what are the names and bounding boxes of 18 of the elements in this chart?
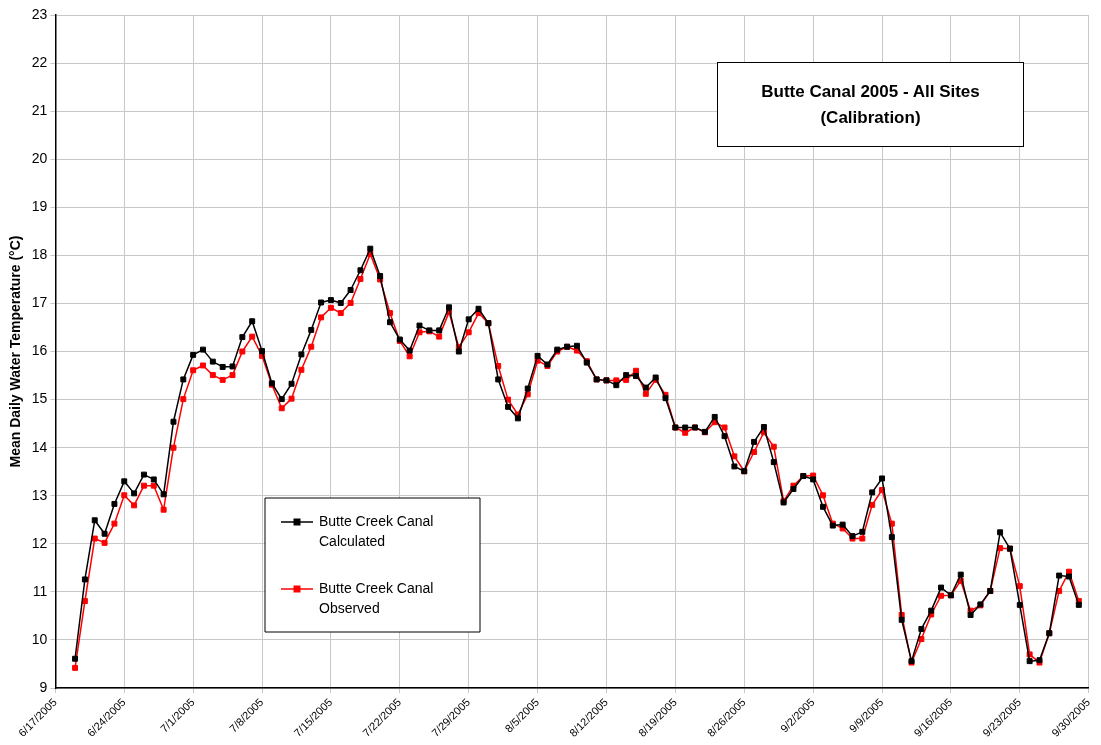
y-tick-label: 23 — [31, 5, 48, 22]
y-tick-label: 21 — [31, 102, 48, 119]
y-tick-label: 11 — [32, 582, 48, 599]
legend-label: Butte Creek Canal Observed — [319, 579, 434, 616]
y-tick-label: 14 — [31, 438, 48, 455]
y-tick-label: 18 — [31, 246, 48, 263]
y-tick-label: 10 — [31, 630, 48, 647]
legend-label: Butte Creek Canal Calculated — [319, 512, 434, 549]
y-axis-title: Mean Daily Water Temperature (°C) — [7, 235, 24, 468]
y-tick-label: 17 — [31, 294, 48, 311]
y-tick-label: 19 — [31, 198, 48, 215]
y-tick-label: 15 — [31, 390, 48, 407]
y-tick-label: 9 — [39, 678, 48, 695]
y-tick-label: 20 — [31, 150, 48, 167]
y-tick-label: 22 — [31, 53, 48, 70]
y-tick-label: 16 — [31, 342, 48, 359]
y-tick-label: 12 — [31, 534, 48, 551]
y-tick-label: 13 — [31, 486, 48, 503]
